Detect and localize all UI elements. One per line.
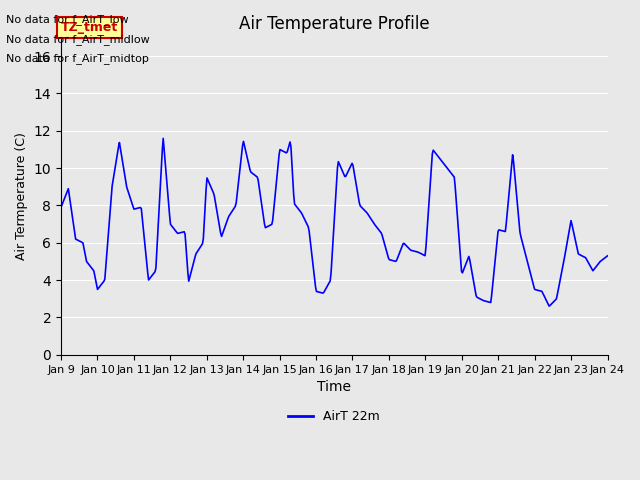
Y-axis label: Air Termperature (C): Air Termperature (C) [15, 132, 28, 260]
Text: TZ_tmet: TZ_tmet [61, 21, 118, 34]
Text: No data for f_AirT_midlow: No data for f_AirT_midlow [6, 34, 150, 45]
Legend: AirT 22m: AirT 22m [284, 405, 385, 428]
Text: No data for f_AirT_midtop: No data for f_AirT_midtop [6, 53, 149, 64]
X-axis label: Time: Time [317, 380, 351, 394]
Title: Air Temperature Profile: Air Temperature Profile [239, 15, 429, 33]
Text: No data for f_AirT_low: No data for f_AirT_low [6, 14, 129, 25]
